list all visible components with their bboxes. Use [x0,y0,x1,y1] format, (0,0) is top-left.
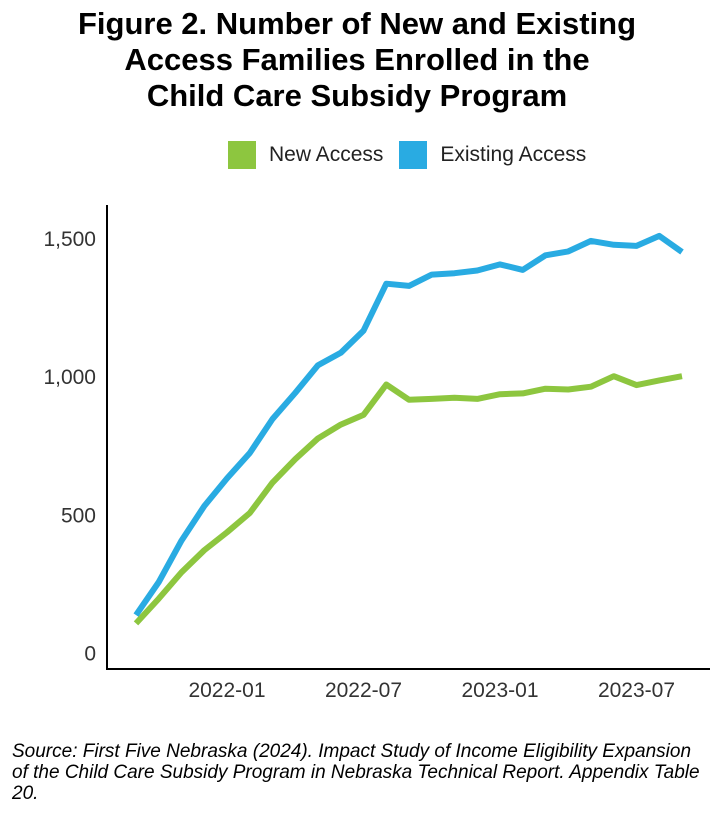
y-tick-label: 1,000 [43,366,96,389]
chart-legend: New Access Existing Access [228,140,602,170]
y-tick-label: 1,500 [43,228,96,251]
source-note: Source: First Five Nebraska (2024). Impa… [12,741,700,804]
legend-label-new-access: New Access [269,143,384,166]
chart-title-line-2: Access Families Enrolled in the [124,42,590,77]
legend-item-existing-access: Existing Access [399,141,586,169]
series-line-existing-access [133,232,684,617]
y-tick-label: 0 [84,642,96,665]
chart-title: Figure 2. Number of New and Existing Acc… [0,6,714,114]
y-tick-label: 500 [61,504,96,527]
chart-title-line-3: Child Care Subsidy Program [146,78,568,113]
chart-title-line-1: Figure 2. Number of New and Existing [77,6,637,41]
x-tick-label: 2022-01 [188,679,265,702]
x-tick-label: 2023-01 [461,679,538,702]
legend-item-new-access: New Access [228,141,383,169]
legend-swatch-new-access [228,141,256,169]
legend-label-existing-access: Existing Access [440,143,587,166]
line-chart: 0 500 1,000 1,500 2022-01 2022-07 2023-01 2023-… [43,205,710,702]
x-tick-label: 2022-07 [325,679,402,702]
x-tick-label: 2023-07 [598,679,675,702]
legend-swatch-existing-access [399,141,428,169]
series-line-new-access [133,373,683,626]
